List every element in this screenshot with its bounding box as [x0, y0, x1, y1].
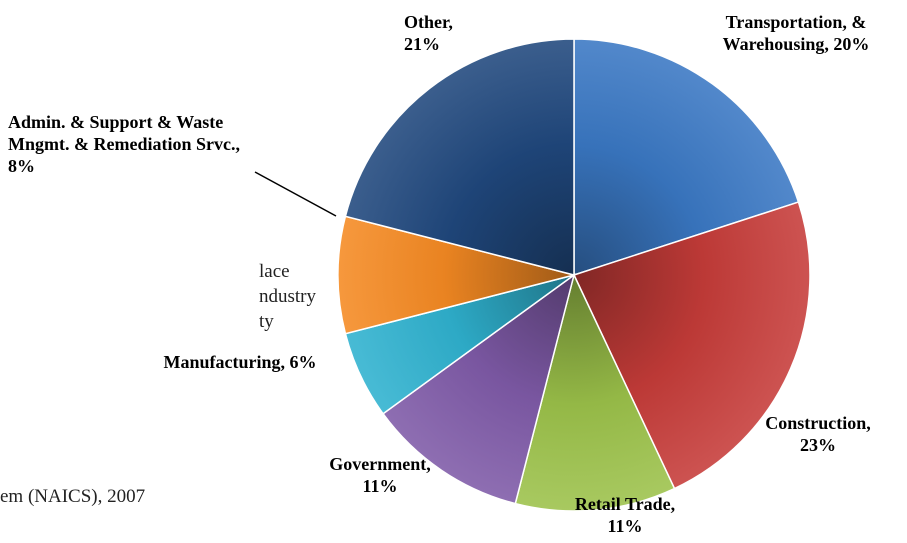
slice-label-line: Government,: [329, 454, 430, 474]
slice-label-construction: Construction, 23%: [765, 413, 871, 455]
pie-slices: [337, 38, 811, 512]
slice-label-transportation-warehousing: Transportation, & Warehousing, 20%: [723, 12, 870, 54]
pie-slice-other: [344, 38, 575, 276]
slice-label-line: Manufacturing, 6%: [164, 352, 317, 372]
pie-slice-government: [382, 273, 576, 505]
slice-label-government: Government, 11%: [329, 454, 430, 496]
pie-slice-construction: [572, 201, 811, 490]
slice-label-line: 11%: [362, 476, 397, 496]
slice-label-line: 11%: [607, 516, 642, 536]
slice-label-manufacturing: Manufacturing, 6%: [164, 352, 317, 372]
side-text-line-2: ndustry: [259, 286, 316, 307]
slice-label-other: Other, 21%: [404, 12, 453, 54]
side-text-line-3: ty: [259, 311, 274, 332]
slice-label-line: Other,: [404, 12, 453, 32]
slice-label-line: Transportation, &: [726, 12, 867, 32]
slice-label-line: 8%: [8, 156, 35, 176]
leader-line-admin-support-waste-mngmt-remediation-srvc: [254, 171, 337, 217]
pie-slice-admin-support-waste-mngmt-remediation-srvc: [337, 215, 575, 335]
slice-label-line: 21%: [404, 34, 440, 54]
leader-lines: [254, 171, 337, 217]
slice-labels: Transportation, & Warehousing, 20% Constru…: [8, 12, 871, 536]
slice-label-retail-trade: Retail Trade, 11%: [575, 494, 675, 536]
slice-label-line: Warehousing, 20%: [723, 34, 870, 54]
slice-label-admin-support-waste-mngmt-remediation-srvc: Admin. & Support & Waste Mngmt. & Remedia…: [8, 112, 240, 176]
pie-slice-retail-trade: [514, 272, 676, 512]
pie-slice-transportation-warehousing: [573, 38, 800, 277]
slice-label-line: Construction,: [765, 413, 871, 433]
slice-label-line: Retail Trade,: [575, 494, 675, 514]
slice-label-line: Admin. & Support & Waste: [8, 112, 223, 132]
footer-source-text: em (NAICS), 2007: [0, 486, 146, 507]
slice-label-line: Mngmt. & Remediation Srvc.,: [8, 134, 240, 154]
slice-label-line: 23%: [800, 435, 836, 455]
side-text-line-1: lace: [259, 261, 290, 282]
